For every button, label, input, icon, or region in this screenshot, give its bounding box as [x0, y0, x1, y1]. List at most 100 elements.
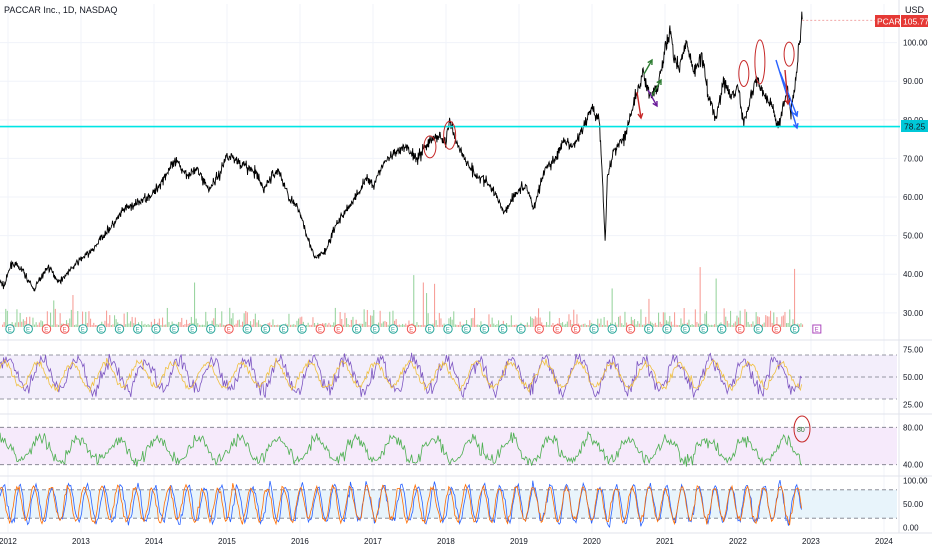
volume-bar [219, 323, 221, 327]
volume-bar [224, 324, 226, 327]
volume-bar [134, 317, 136, 327]
volume-bar [539, 317, 541, 327]
volume-bar [149, 324, 151, 327]
volume-bar [328, 322, 330, 327]
volume-bar [56, 324, 58, 327]
volume-bar [66, 320, 68, 327]
x-tick-label: 2014 [145, 537, 163, 546]
volume-bar [277, 324, 279, 327]
down-arrow [779, 71, 798, 117]
earnings-marker [206, 324, 216, 334]
volume-bar [213, 318, 215, 327]
volume-bar [222, 324, 224, 327]
volume-bar [670, 321, 672, 327]
volume-bar [150, 321, 152, 327]
volume-bar [408, 320, 410, 327]
volume-bar [29, 316, 31, 327]
level-tag: 78.25 [901, 120, 928, 132]
volume-bar [331, 324, 333, 327]
volume-bar [395, 319, 397, 327]
volume-bar [402, 323, 404, 327]
volume-bar [802, 324, 804, 327]
volume-bar [738, 317, 740, 327]
volume-bar [653, 324, 655, 327]
volume-bar [250, 321, 252, 327]
volume-bar [800, 323, 802, 327]
volume-bar [179, 322, 181, 327]
volume-bar [365, 321, 367, 327]
volume-bar [490, 324, 492, 327]
earnings-marker [790, 324, 800, 334]
grid-layer [0, 0, 932, 534]
volume-bar [525, 324, 527, 327]
volume-bar [384, 320, 386, 327]
volume-bars [2, 267, 804, 327]
volume-bar [160, 324, 162, 327]
volume-bar [114, 315, 116, 327]
volume-bar [211, 320, 213, 327]
volume-bar [590, 322, 592, 327]
volume-bar [46, 311, 48, 327]
earnings-marker-label: E [190, 328, 194, 334]
x-tick-label: 2020 [583, 537, 601, 546]
volume-bar [506, 323, 508, 327]
down-arrow-head [784, 99, 791, 106]
volume-bar [360, 323, 362, 327]
volume-bar [146, 324, 148, 327]
ellipse-marker [754, 39, 766, 85]
drawing-annotations[interactable]: 80 [423, 39, 811, 443]
volume-bar [763, 322, 765, 327]
earnings-marker [498, 324, 508, 334]
volume-bar [69, 318, 71, 327]
volume-bar [571, 324, 573, 327]
rsi-signal-line [0, 357, 802, 394]
volume-bar [533, 318, 535, 327]
volume-bar [733, 323, 735, 327]
volume-bar [765, 315, 767, 327]
volume-bar [736, 315, 738, 327]
volume-bar [170, 324, 172, 327]
volume-bar [698, 323, 700, 327]
earnings-marker [260, 324, 271, 334]
volume-bar [538, 308, 540, 327]
volume-bar [323, 323, 325, 327]
volume-bar [621, 323, 623, 327]
currency-label: USD [905, 5, 925, 15]
volume-bar [640, 309, 642, 327]
volume-bar [749, 324, 751, 327]
x-tick-label: 2019 [510, 537, 528, 546]
volume-bar [494, 324, 496, 327]
volume-bar [392, 310, 394, 327]
earnings-marker [644, 324, 654, 334]
volume-bar [195, 318, 197, 327]
volume-bar [253, 319, 255, 327]
volume-bar [216, 323, 218, 327]
oscillator-line [0, 430, 802, 467]
earnings-marker [589, 324, 599, 334]
price-y-tick-label: 60.00 [903, 193, 924, 202]
earnings-marker-label: E [464, 328, 468, 334]
earnings-marker [187, 324, 198, 334]
volume-bar [22, 319, 24, 327]
earnings-marker-label: E [391, 328, 395, 334]
volume-bar [184, 324, 186, 327]
volume-bar [245, 311, 247, 327]
price-line [0, 11, 803, 292]
volume-bar [427, 313, 429, 327]
volume-bar [528, 324, 530, 327]
volume-bar [507, 324, 509, 327]
symbol-title[interactable]: PACCAR Inc., 1D, NASDAQ [4, 5, 117, 15]
volume-bar [597, 318, 599, 327]
volume-bar [14, 322, 16, 327]
earnings-marker [279, 324, 289, 334]
volume-bar [589, 320, 591, 327]
volume-bar [453, 311, 455, 327]
price-y-tick-label: 90.00 [903, 77, 924, 86]
volume-bar [200, 324, 202, 327]
volume-bar [416, 322, 418, 327]
volume-bar [726, 320, 728, 327]
volume-bar [352, 316, 354, 327]
volume-bar [77, 311, 79, 327]
